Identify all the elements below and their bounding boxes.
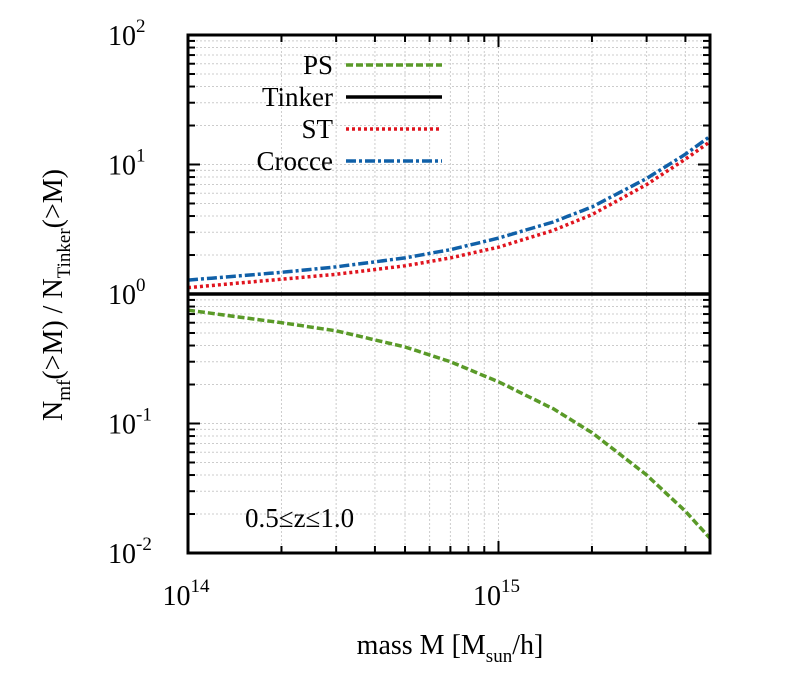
y-tick-label: 10-1 [108,405,152,441]
x-axis-label: mass M [Msun/h] [357,630,544,667]
x-tick-label: 1015 [473,576,520,612]
y-axis-label: Nmf(>M) / NTinker(>M) [38,169,75,421]
grid [187,34,710,554]
legend-label-tinker: Tinker [262,82,333,112]
series-line-ps [187,308,712,540]
y-tick-label: 101 [108,146,146,182]
ticks: 1014 1015 10-2 10-1 100 101 102 [108,16,710,612]
redshift-annotation: 0.5≤z≤1.0 [245,503,354,533]
legend-label-ps: PS [303,50,333,80]
y-tick-label: 100 [108,275,146,311]
legend-label-st: ST [301,114,333,144]
series-lines [187,134,712,540]
legend-label-crocce: Crocce [257,146,333,176]
series-line-crocce [187,134,712,282]
y-tick-label: 10-2 [108,534,152,570]
x-tick-label: 1014 [163,576,211,612]
y-tick-label: 102 [108,16,146,52]
series-line-st [187,140,712,290]
